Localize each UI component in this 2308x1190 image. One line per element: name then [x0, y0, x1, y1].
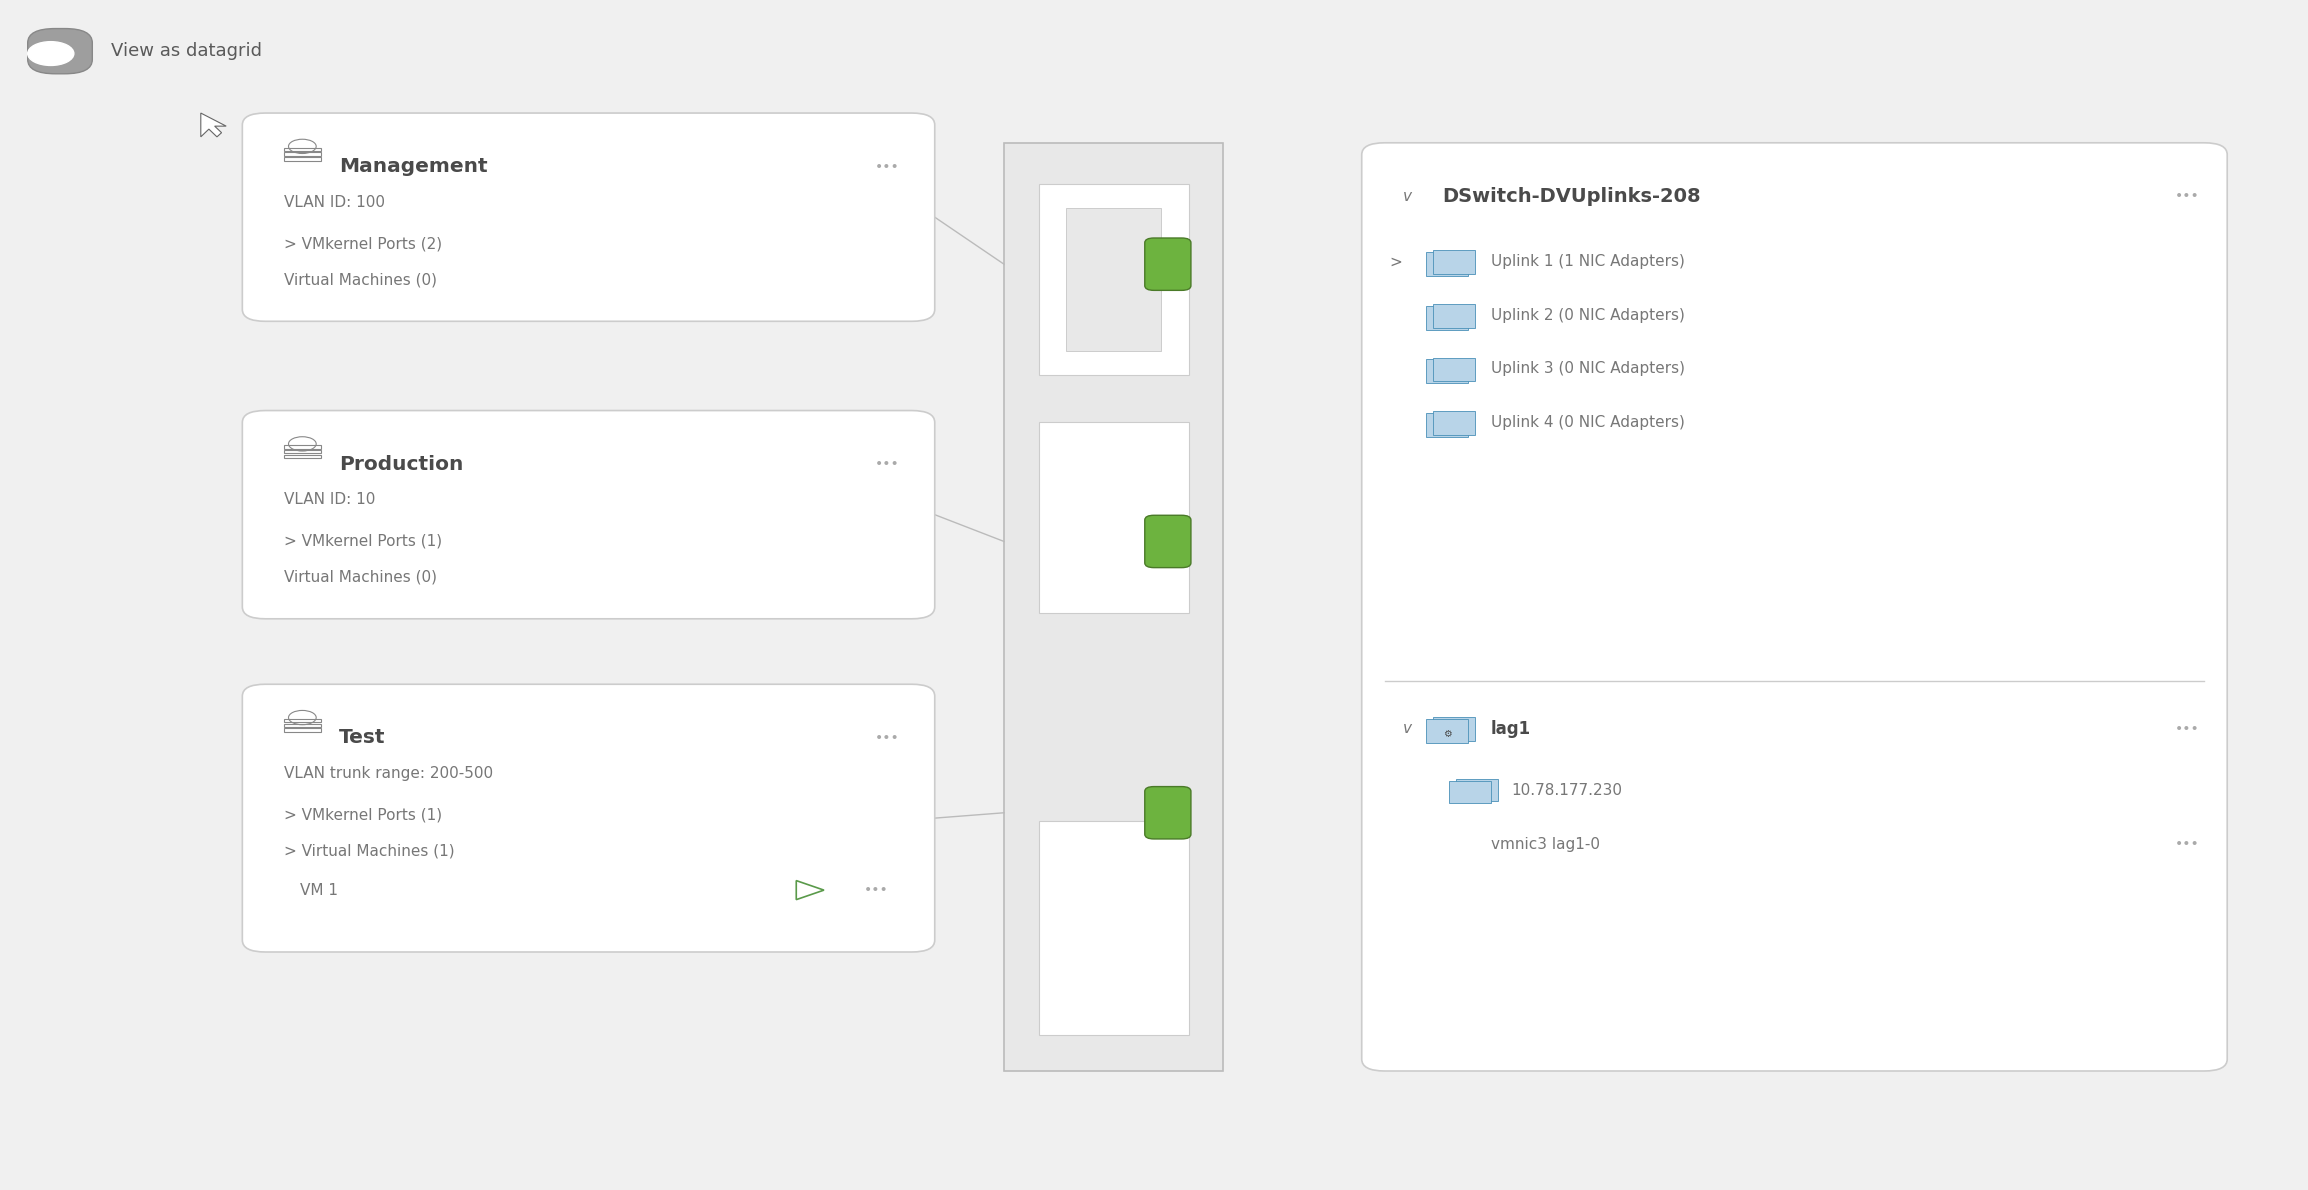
FancyBboxPatch shape [242, 113, 935, 321]
Circle shape [28, 42, 74, 65]
Text: •••: ••• [875, 731, 900, 745]
FancyBboxPatch shape [1039, 184, 1189, 375]
Text: > VMkernel Ports (1): > VMkernel Ports (1) [284, 534, 443, 549]
Text: Uplink 2 (0 NIC Adapters): Uplink 2 (0 NIC Adapters) [1491, 308, 1685, 322]
Bar [284, 152, 321, 156]
Text: > VMkernel Ports (2): > VMkernel Ports (2) [284, 237, 443, 251]
Bar [284, 450, 321, 453]
Text: vmnic3 lag1-0: vmnic3 lag1-0 [1491, 837, 1599, 852]
FancyBboxPatch shape [1456, 779, 1498, 801]
Bar [284, 719, 321, 722]
FancyBboxPatch shape [1039, 422, 1189, 613]
FancyBboxPatch shape [1433, 718, 1475, 741]
Text: Uplink 1 (1 NIC Adapters): Uplink 1 (1 NIC Adapters) [1491, 255, 1685, 269]
FancyBboxPatch shape [1362, 143, 2227, 1071]
Text: Production: Production [339, 455, 464, 474]
Text: •••: ••• [863, 883, 889, 897]
FancyBboxPatch shape [1066, 208, 1161, 351]
Text: Management: Management [339, 157, 487, 176]
Text: v: v [1403, 189, 1412, 203]
Bar [284, 157, 321, 161]
Bar [284, 445, 321, 449]
Text: View as datagrid: View as datagrid [111, 42, 261, 61]
Text: Virtual Machines (0): Virtual Machines (0) [284, 273, 436, 287]
Bar [284, 148, 321, 151]
Text: •••: ••• [875, 159, 900, 174]
FancyBboxPatch shape [1426, 306, 1468, 330]
FancyBboxPatch shape [1449, 781, 1491, 802]
FancyBboxPatch shape [1433, 305, 1475, 328]
Text: ⚙: ⚙ [1442, 728, 1452, 739]
Bar [284, 728, 321, 732]
FancyBboxPatch shape [28, 29, 92, 74]
Text: Test: Test [339, 728, 385, 747]
Text: VM 1: VM 1 [300, 883, 337, 897]
FancyBboxPatch shape [1145, 238, 1191, 290]
Text: VLAN ID: 100: VLAN ID: 100 [284, 195, 385, 209]
Text: Virtual Machines (0): Virtual Machines (0) [284, 570, 436, 584]
FancyBboxPatch shape [1433, 251, 1475, 275]
FancyBboxPatch shape [1145, 787, 1191, 839]
FancyBboxPatch shape [242, 684, 935, 952]
FancyBboxPatch shape [1004, 143, 1223, 1071]
Bar [284, 724, 321, 727]
FancyBboxPatch shape [1039, 821, 1189, 1035]
FancyBboxPatch shape [1433, 412, 1475, 436]
Text: Uplink 4 (0 NIC Adapters): Uplink 4 (0 NIC Adapters) [1491, 415, 1685, 430]
Text: •••: ••• [2174, 722, 2200, 735]
FancyBboxPatch shape [1426, 252, 1468, 276]
Bar [284, 455, 321, 458]
Text: VLAN trunk range: 200-500: VLAN trunk range: 200-500 [284, 766, 494, 781]
FancyBboxPatch shape [1426, 719, 1468, 743]
Text: lag1: lag1 [1491, 720, 1530, 738]
FancyBboxPatch shape [1426, 413, 1468, 437]
FancyBboxPatch shape [1426, 359, 1468, 383]
FancyBboxPatch shape [1145, 515, 1191, 568]
FancyBboxPatch shape [1433, 358, 1475, 382]
Text: •••: ••• [875, 457, 900, 471]
Text: > Virtual Machines (1): > Virtual Machines (1) [284, 844, 455, 858]
Text: >: > [1389, 255, 1403, 269]
Polygon shape [201, 113, 226, 137]
Text: > VMkernel Ports (1): > VMkernel Ports (1) [284, 808, 443, 822]
Text: •••: ••• [2174, 838, 2200, 851]
Text: DSwitch-DVUplinks-208: DSwitch-DVUplinks-208 [1442, 187, 1701, 206]
Text: Uplink 3 (0 NIC Adapters): Uplink 3 (0 NIC Adapters) [1491, 362, 1685, 376]
FancyBboxPatch shape [242, 411, 935, 619]
Text: 10.78.177.230: 10.78.177.230 [1512, 783, 1623, 798]
Text: v: v [1403, 721, 1412, 737]
Text: •••: ••• [2174, 189, 2200, 203]
Text: VLAN ID: 10: VLAN ID: 10 [284, 493, 376, 507]
